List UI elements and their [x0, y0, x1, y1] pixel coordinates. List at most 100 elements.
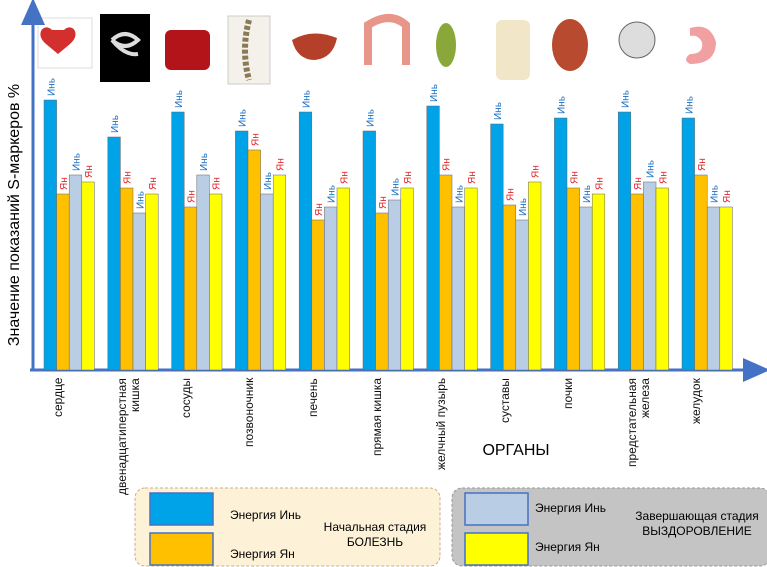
bar	[336, 187, 350, 371]
bar-label: Ян	[250, 133, 261, 146]
bar-label: Инь	[174, 90, 185, 108]
bar	[426, 105, 440, 371]
bar	[502, 204, 517, 371]
bar-label: Ян	[658, 171, 669, 184]
bar	[579, 206, 593, 371]
bar	[643, 181, 657, 371]
bar-label: Инь	[557, 96, 568, 114]
bar-label: Ян	[84, 165, 95, 178]
bar	[681, 117, 695, 371]
legend-swatch	[149, 492, 214, 526]
legend-swatch	[149, 532, 214, 566]
bar	[375, 212, 389, 371]
bar-label: Инь	[684, 96, 695, 114]
bar-label: Инь	[710, 185, 721, 203]
bar	[490, 123, 504, 371]
bar	[260, 193, 274, 371]
legend-group-subtitle: БОЛЕЗНЬ	[347, 535, 403, 549]
x-axis-label: ОРГАНЫ	[482, 442, 549, 459]
bar-label: Инь	[646, 160, 657, 178]
bar-label: Ян	[59, 177, 70, 190]
bar	[387, 199, 402, 371]
icon-liver	[292, 33, 337, 60]
bar-label: Ян	[531, 165, 542, 178]
legend-group-title: Завершающая стадия	[635, 509, 758, 523]
bar-label: Инь	[72, 153, 83, 171]
bar-label: Инь	[621, 90, 632, 108]
legend-label: Энергия Ян	[230, 547, 295, 561]
bar	[298, 111, 313, 371]
bar-label: Инь	[110, 115, 121, 133]
x-tick-label: желчный пузырь	[433, 378, 448, 471]
bar-label: Ян	[697, 158, 708, 171]
bar	[464, 187, 478, 371]
bar	[617, 111, 632, 371]
icon-stomach	[686, 26, 716, 64]
bar	[81, 181, 95, 371]
bar	[43, 99, 57, 371]
x-tick-label: суставы	[497, 378, 512, 423]
bar	[132, 212, 146, 371]
bar-label: Ян	[187, 190, 198, 203]
icon-prostate	[618, 21, 656, 59]
bar	[145, 193, 159, 371]
bar-label: Инь	[263, 172, 274, 190]
legend-label: Энергия Инь	[535, 501, 606, 515]
bar	[209, 193, 223, 371]
icon-kidney	[552, 19, 588, 71]
bar-label: Инь	[518, 198, 529, 216]
x-tick-label: печень	[306, 378, 321, 417]
legend-swatch	[464, 532, 529, 566]
bar	[706, 206, 721, 371]
icon-colon	[364, 14, 410, 65]
bar	[247, 149, 261, 371]
bar	[515, 219, 529, 371]
x-tick-label: сердце	[51, 378, 65, 418]
bar	[120, 187, 134, 371]
icon-intestine-shape	[110, 32, 141, 57]
bar	[655, 187, 669, 371]
bar-label: Ян	[148, 177, 159, 190]
y-axis-label: Значение показаний S-маркеров %	[6, 84, 23, 346]
bar	[566, 187, 580, 371]
bar-label: Инь	[429, 84, 440, 102]
bar-label: Ян	[314, 203, 325, 216]
bar	[107, 136, 121, 371]
bar-label: Инь	[327, 185, 338, 203]
bar-label: Ян	[595, 177, 606, 190]
x-tick-label: сосуды	[178, 378, 193, 419]
icon-vessels	[165, 30, 210, 70]
bar-label: Инь	[135, 191, 146, 209]
bar-label: Инь	[238, 109, 249, 127]
bar-label: Инь	[454, 185, 465, 203]
bar-label: Ян	[506, 188, 517, 201]
bar	[630, 193, 644, 371]
bar-label: Инь	[46, 78, 57, 96]
legend-label: Энергия Инь	[230, 508, 301, 522]
bar	[196, 174, 210, 371]
bar	[171, 111, 185, 371]
legend-group-title: Начальная стадия	[324, 520, 427, 534]
bar-label: Ян	[722, 190, 733, 203]
icon-heart-shape	[40, 27, 76, 54]
bar-label: Инь	[582, 185, 593, 203]
bar-label: Инь	[365, 109, 376, 127]
icon-gallbladder	[436, 23, 456, 67]
x-tick-label: почки	[561, 378, 576, 410]
bar	[719, 206, 733, 371]
bar-label: Ян	[403, 171, 414, 184]
bar-label: Инь	[302, 90, 313, 108]
x-tick-label: прямая кишка	[370, 378, 384, 457]
bar-label: Ян	[569, 171, 580, 184]
bar	[272, 174, 287, 371]
bar-label: Ян	[442, 158, 453, 171]
bar	[528, 181, 542, 371]
bar-label: Ян	[339, 171, 350, 184]
bar	[694, 174, 708, 371]
legend-label: Энергия Ян	[535, 540, 600, 554]
icons	[37, 14, 716, 85]
bar	[400, 187, 414, 371]
x-tick-label: позвоночник	[242, 378, 257, 448]
